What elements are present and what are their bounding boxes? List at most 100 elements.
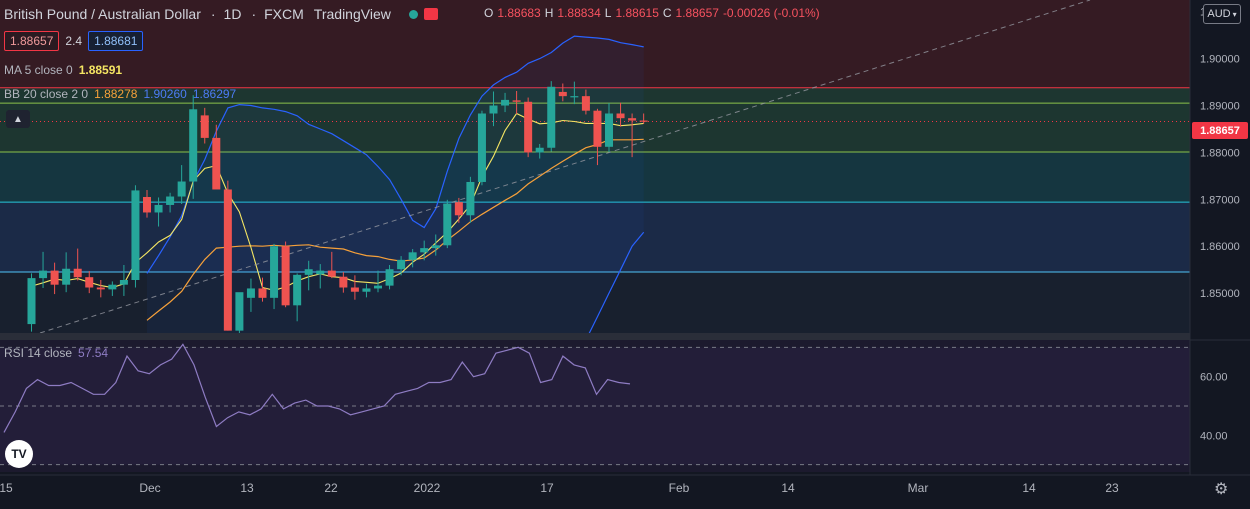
price-tick-label: 1.85000: [1200, 288, 1240, 300]
candle-down: [339, 272, 348, 293]
time-tick-label: 13: [240, 481, 254, 495]
candle-body: [443, 203, 452, 246]
time-tick-label: 23: [1105, 481, 1119, 495]
low-label: L: [604, 6, 612, 20]
candle-down: [350, 275, 359, 300]
rsi-value: 57.54: [78, 346, 109, 360]
candle-body: [258, 288, 267, 298]
candle-up: [397, 256, 406, 276]
price-tick-label: 1.87000: [1200, 194, 1240, 206]
ma-legend[interactable]: MA 5 close 0 1.88591: [4, 63, 122, 77]
currency-selector[interactable]: AUD ▾: [1203, 4, 1241, 24]
price-tick-label: 1.89000: [1200, 101, 1240, 113]
high-label: H: [544, 6, 554, 20]
candle-body: [85, 277, 94, 288]
candle-body: [154, 204, 163, 213]
rsi-label: RSI 14 close: [4, 346, 73, 360]
candle-body: [570, 96, 579, 98]
spread-value: 2.4: [65, 34, 83, 48]
open-label: O: [484, 6, 494, 20]
candle-body: [316, 270, 325, 275]
candle-down: [593, 108, 602, 166]
candle-up: [62, 252, 71, 293]
candle-down: [558, 83, 567, 102]
price-zone: [0, 202, 1190, 273]
candle-up: [316, 264, 325, 289]
candle-body: [466, 181, 475, 216]
candle-up: [489, 91, 498, 127]
candle-up: [431, 234, 440, 256]
candle-up: [131, 185, 140, 288]
rsi-legend[interactable]: RSI 14 close 57.54: [4, 346, 108, 360]
price-zone: [0, 87, 1190, 104]
candle-up: [27, 273, 36, 332]
candle-body: [119, 280, 128, 285]
bb-fill: [147, 36, 644, 387]
candle-body: [62, 268, 71, 285]
candle-body: [143, 196, 151, 213]
candle-body: [235, 292, 244, 331]
candle-up: [304, 260, 313, 291]
candle-up: [246, 278, 255, 312]
candle-up: [605, 103, 613, 152]
price-zone: [0, 151, 1190, 203]
candle-body: [628, 118, 637, 121]
currency-label: AUD: [1207, 8, 1231, 20]
candle-up: [466, 176, 475, 223]
axes: 1.910001.900001.890001.880001.870001.860…: [0, 0, 1250, 495]
candle-body: [535, 147, 544, 153]
candle-body: [223, 189, 232, 331]
bb-legend[interactable]: BB 20 close 2 0 1.88278 1.90260 1.86297: [4, 87, 236, 101]
chevron-down-icon: ▾: [1232, 9, 1237, 19]
price-zones: [0, 0, 1190, 333]
interval-label[interactable]: 1D: [223, 6, 242, 22]
candle-down: [628, 113, 637, 158]
tradingview-logo[interactable]: TV: [5, 440, 33, 468]
candle-body: [73, 268, 82, 278]
time-tick-label: Dec: [139, 481, 160, 495]
candle-body: [293, 274, 302, 306]
rsi-tick-label: 40.00: [1200, 430, 1228, 442]
candle-up: [189, 95, 198, 199]
candle-down: [512, 90, 521, 114]
candle-up: [477, 110, 486, 186]
candle-up: [108, 281, 117, 296]
candle-body: [166, 196, 175, 205]
candles: [27, 81, 648, 333]
candle-down: [581, 89, 590, 115]
quote-row: 1.88657 2.4 1.88681: [4, 31, 144, 51]
candle-up: [270, 243, 279, 310]
candle-body: [605, 113, 613, 147]
sell-price-button[interactable]: 1.88657: [4, 31, 60, 51]
low-value: 1.88615: [615, 6, 659, 20]
candle-body: [558, 91, 567, 97]
candle-up: [408, 249, 417, 268]
candle-down: [50, 262, 59, 295]
candle-up: [443, 199, 452, 249]
symbol-title[interactable]: British Pound / Australian Dollar: [4, 6, 201, 22]
market-status[interactable]: [408, 8, 438, 20]
candle-down: [96, 280, 105, 298]
buy-price-button[interactable]: 1.88681: [88, 31, 144, 51]
trendline: [39, 0, 1091, 334]
candle-body: [27, 278, 36, 325]
rsi-line: [3, 343, 631, 433]
candle-up: [39, 251, 48, 288]
candle-body: [454, 202, 463, 216]
gear-icon[interactable]: ⚙: [1214, 481, 1229, 498]
candle-body: [385, 269, 394, 286]
rsi-pane: [0, 340, 1190, 472]
time-tick-label: Feb: [669, 481, 690, 495]
bb-lower-value: 1.86297: [192, 87, 237, 101]
candle-body: [200, 115, 209, 138]
candle-body: [339, 276, 348, 288]
bb-basis-value: 1.88278: [94, 87, 138, 101]
candle-body: [581, 96, 590, 111]
candle-down: [639, 113, 648, 124]
price-tick-label: 1.90000: [1200, 54, 1240, 66]
bb-upper-value: 1.90260: [143, 87, 187, 101]
candle-up: [570, 81, 579, 105]
collapse-legend-button[interactable]: ▲: [6, 110, 30, 128]
candle-down: [616, 102, 625, 127]
